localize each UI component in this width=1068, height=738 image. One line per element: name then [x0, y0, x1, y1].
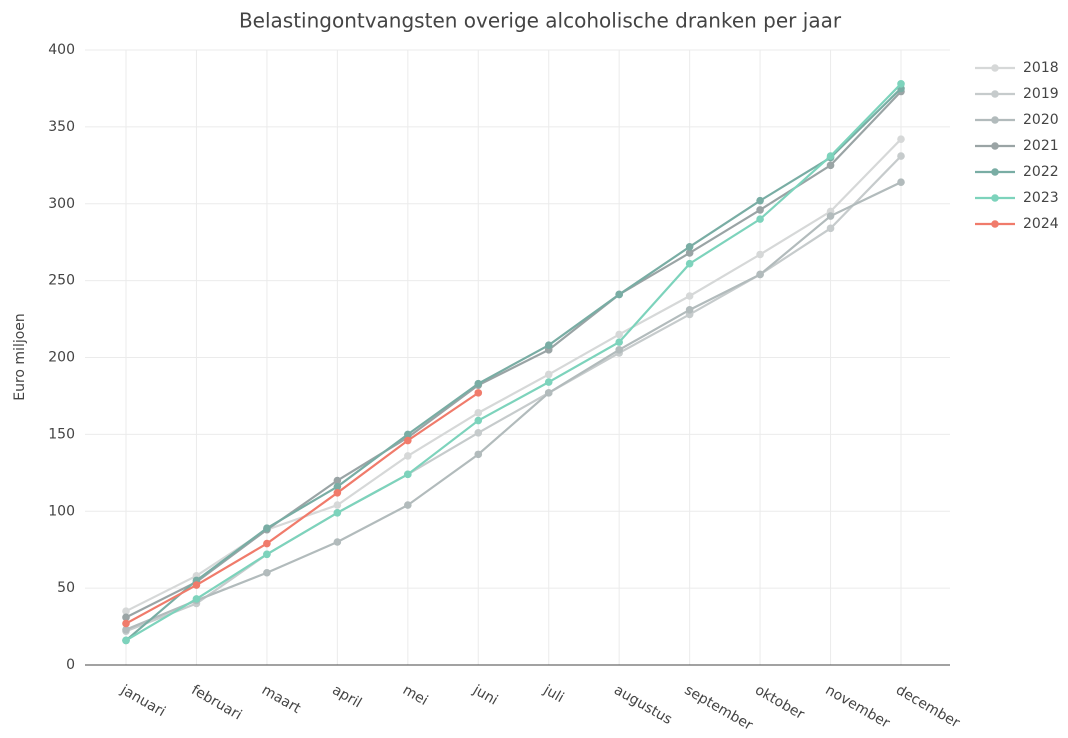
x-tick-label: maart [259, 682, 304, 717]
y-tick-label: 400 [48, 42, 75, 58]
y-tick-label: 350 [48, 119, 75, 135]
data-point [192, 595, 201, 603]
data-point [826, 161, 835, 170]
y-tick-label: 100 [48, 503, 75, 519]
data-point [474, 409, 483, 417]
legend-label: 2021 [1023, 138, 1059, 154]
data-point [544, 378, 553, 386]
legend-label: 2020 [1023, 112, 1059, 128]
data-point [615, 346, 623, 354]
data-point [404, 470, 412, 479]
data-point [404, 430, 412, 439]
data-point [333, 538, 342, 546]
y-axis-label: Euro miljoen [12, 313, 28, 401]
data-point [122, 636, 130, 645]
legend-label: 2023 [1023, 190, 1059, 206]
series-line [125, 391, 479, 625]
data-point [122, 619, 130, 628]
data-point [544, 389, 553, 397]
y-tick-label: 0 [66, 657, 75, 673]
data-point [333, 476, 342, 485]
data-point [615, 338, 623, 346]
x-tick-label: september [682, 682, 756, 734]
data-point [685, 306, 694, 314]
data-point [404, 436, 412, 445]
y-tick-label: 200 [48, 350, 75, 366]
data-point [404, 501, 412, 509]
x-tick-label: december [893, 682, 962, 731]
data-point [897, 135, 905, 143]
data-point [544, 370, 553, 379]
y-tick-label: 250 [48, 273, 75, 289]
data-point [192, 581, 201, 589]
data-point [474, 389, 483, 397]
x-tick-label: juni [469, 682, 500, 709]
y-tick-label: 50 [57, 580, 75, 596]
x-tick-label: juli [540, 682, 567, 707]
legend-marker [991, 142, 999, 150]
data-point [333, 508, 342, 517]
data-point [474, 429, 483, 437]
data-point [263, 539, 271, 548]
data-point [122, 607, 130, 615]
data-point [615, 290, 623, 299]
series-line [125, 87, 902, 642]
legend-marker [991, 220, 999, 228]
legend-marker [991, 64, 999, 72]
chart-title: Belastingontvangsten overige alcoholisch… [239, 9, 842, 33]
data-point [333, 489, 342, 497]
data-point [122, 613, 130, 622]
legend-marker [991, 116, 999, 124]
data-point [756, 196, 764, 205]
x-tick-label: november [823, 682, 893, 732]
series-line [125, 83, 902, 642]
legend-marker [991, 90, 999, 98]
data-point [122, 625, 130, 634]
data-point [756, 215, 764, 223]
data-point [333, 482, 342, 491]
data-point [263, 524, 271, 532]
x-tick-label: augustus [611, 682, 675, 728]
data-point [756, 270, 764, 279]
y-tick-label: 150 [48, 426, 75, 442]
x-tick-label: februari [188, 682, 244, 724]
y-tick-label: 300 [48, 196, 75, 212]
legend-label: 2019 [1023, 86, 1059, 102]
data-point [474, 379, 483, 388]
legend-label: 2024 [1023, 216, 1059, 232]
legend-label: 2022 [1023, 164, 1059, 180]
legend-marker [991, 168, 999, 176]
x-tick-label: januari [117, 682, 168, 721]
data-point [333, 501, 342, 509]
data-point [897, 80, 905, 88]
series-line [125, 138, 902, 613]
data-point [897, 178, 905, 187]
data-point [474, 416, 483, 425]
data-point [826, 224, 835, 233]
x-tick-label: april [329, 682, 364, 711]
data-point [404, 452, 412, 460]
legend-label: 2018 [1023, 60, 1059, 76]
series-line [125, 90, 902, 619]
data-point [615, 330, 623, 339]
data-point [685, 249, 694, 257]
data-point [756, 250, 764, 259]
data-point [756, 206, 764, 214]
data-point [826, 152, 835, 160]
data-point [685, 292, 694, 300]
data-point [826, 212, 835, 220]
data-point [263, 568, 271, 577]
data-point [897, 152, 905, 160]
legend-marker [991, 194, 999, 202]
data-point [685, 259, 694, 268]
x-tick-label: mei [400, 682, 431, 709]
data-point [685, 243, 694, 251]
data-point [263, 550, 271, 559]
series-line [125, 181, 902, 631]
x-tick-label: oktober [752, 682, 807, 723]
data-point [474, 450, 483, 459]
data-point [544, 341, 553, 350]
